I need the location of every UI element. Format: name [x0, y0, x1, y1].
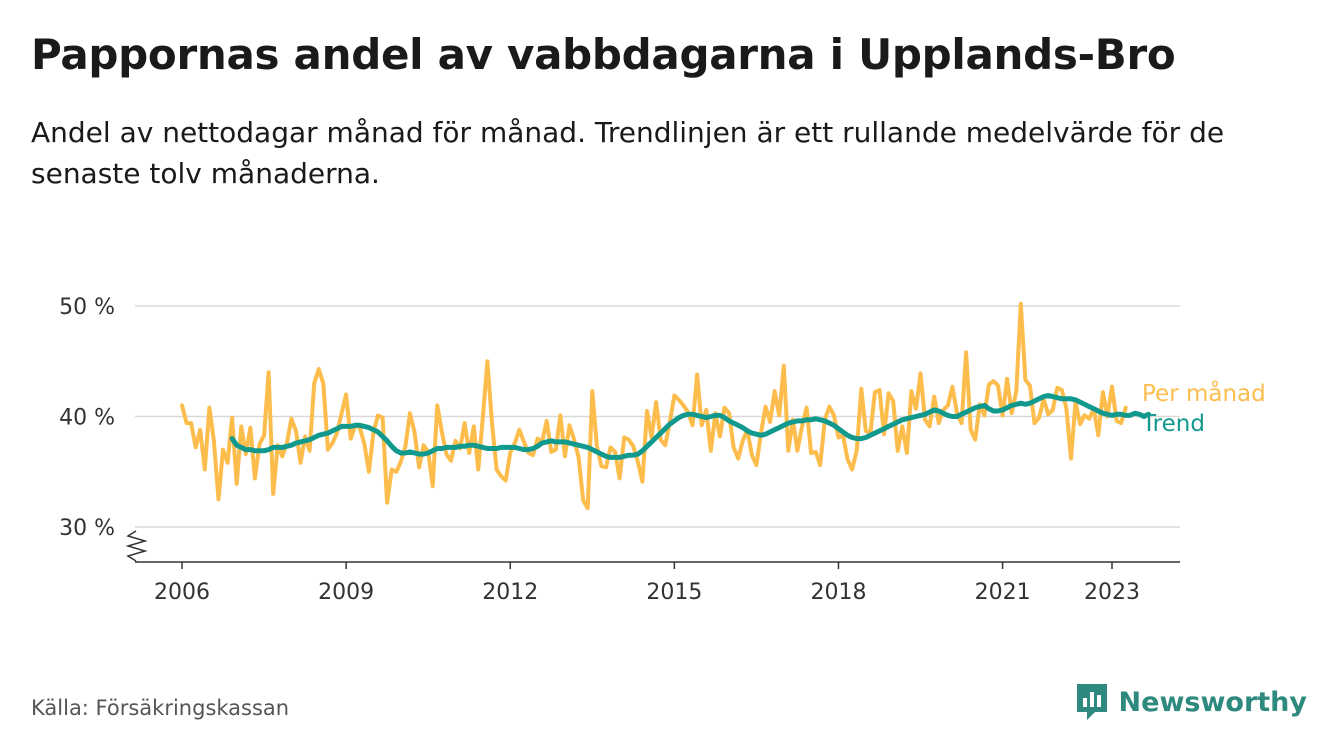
x-tick-label: 2009 [318, 580, 374, 605]
series-group [180, 301, 1151, 511]
brand-name: Newsworthy [1118, 686, 1307, 718]
y-tick-label: 30 % [59, 516, 115, 541]
monthly-series-line [180, 301, 1128, 511]
chart-title: Pappornas andel av vabbdagarna i Uppland… [31, 30, 1176, 79]
y-tick-label: 50 % [59, 295, 115, 320]
trend-series-line [229, 393, 1151, 460]
source-note: Källa: Försäkringskassan [31, 696, 290, 720]
series-label-monthly: Per månad [1142, 379, 1266, 407]
x-tick-label: 2015 [646, 580, 702, 605]
x-tick-label: 2006 [154, 580, 210, 605]
y-axis: 30 % 40 % 50 % [59, 295, 115, 541]
y-tick-label: 40 % [59, 406, 115, 431]
bar-chart-speech-bubble-icon [1076, 684, 1107, 720]
x-axis: 2006 2009 2012 2015 2018 2021 2023 [125, 530, 1180, 605]
x-tick-label: 2012 [482, 580, 538, 605]
series-labels: Per månad Trend [1141, 379, 1266, 437]
x-tick-label: 2018 [810, 580, 866, 605]
chart-subtitle: Andel av nettodagar månad för månad. Tre… [31, 116, 1225, 190]
axis-break-icon [125, 530, 148, 562]
x-tick-label: 2023 [1084, 580, 1140, 605]
series-label-trend: Trend [1141, 411, 1205, 437]
brand-logo: Newsworthy [1075, 682, 1307, 722]
x-tick-label: 2021 [975, 580, 1031, 605]
